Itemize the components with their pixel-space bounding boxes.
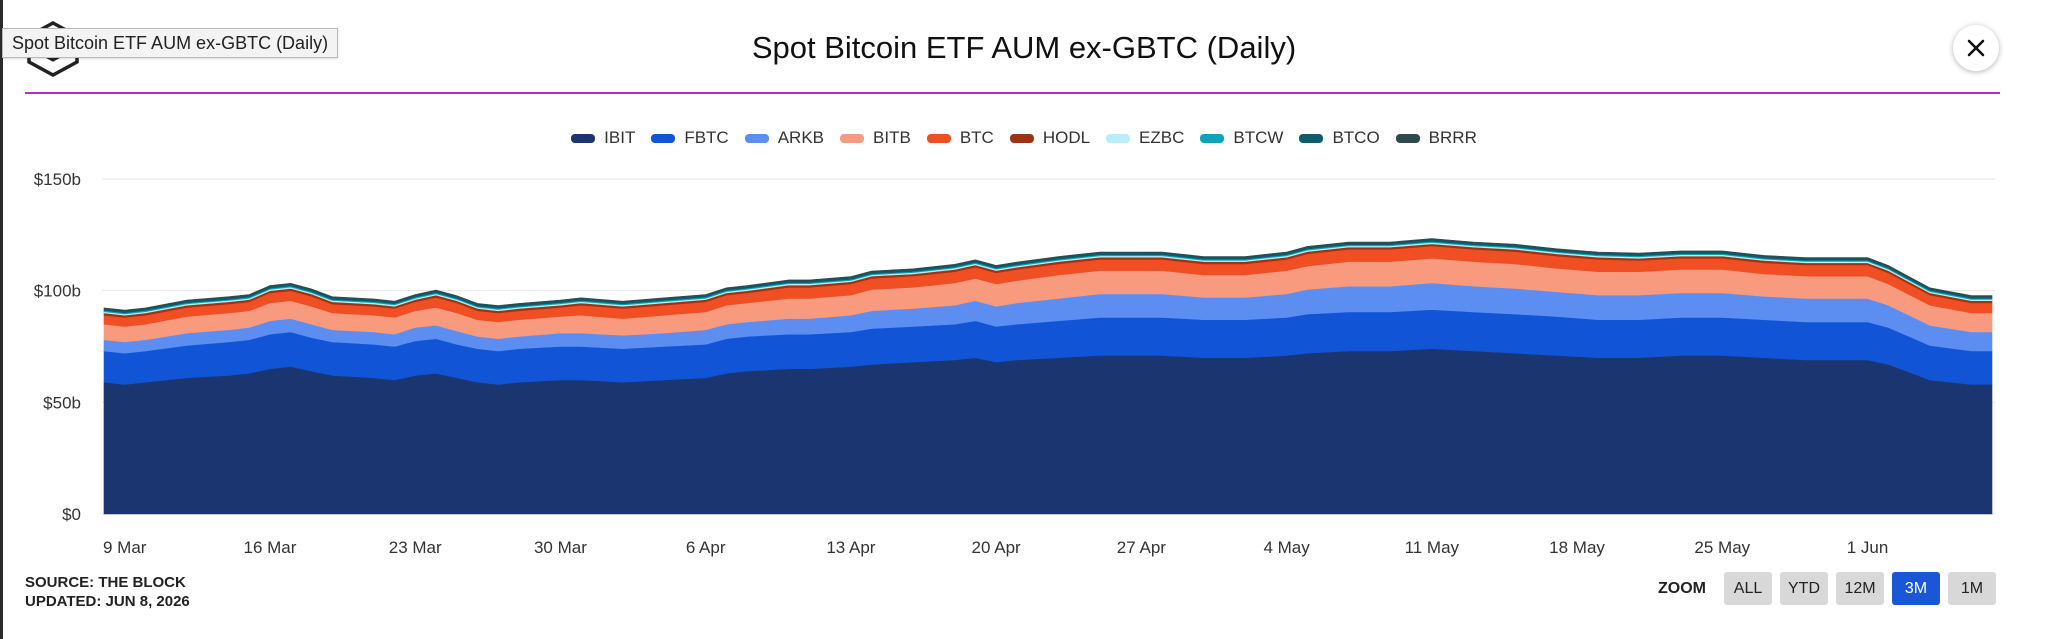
chart-legend: IBIT FBTC ARKB BITB BTC HODL EZBC BTCW BTCO BRRR — [0, 128, 2048, 148]
zoom-12m-button[interactable]: 12M — [1836, 572, 1884, 605]
legend-label: ARKB — [777, 128, 825, 147]
legend-label: BTCO — [1332, 128, 1380, 147]
x-tick-label: 16 Mar — [244, 538, 297, 557]
legend-swatch — [1200, 133, 1225, 143]
legend-swatch — [1395, 133, 1420, 143]
x-tick-label: 4 May — [1263, 538, 1310, 557]
legend-swatch — [1299, 133, 1324, 143]
legend-label: BITB — [873, 128, 911, 147]
chart-title: Spot Bitcoin ETF AUM ex-GBTC (Daily) — [751, 30, 1297, 65]
title-divider — [25, 92, 2000, 94]
zoom-all-button[interactable]: ALL — [1724, 572, 1772, 605]
legend-item-btco[interactable]: BTCO — [1299, 128, 1380, 148]
legend-swatch — [651, 133, 676, 143]
legend-swatch — [1106, 133, 1131, 143]
x-tick-label: 11 May — [1405, 538, 1460, 557]
legend-label: IBIT — [604, 128, 636, 147]
chart-footer: SOURCE: THE BLOCK UPDATED: JUN 8, 2026 — [25, 573, 190, 611]
x-tick-label: 6 Apr — [686, 538, 726, 557]
y-tick-label: $100b — [34, 282, 81, 301]
legend-swatch — [840, 133, 865, 143]
title-tooltip: Spot Bitcoin ETF AUM ex-GBTC (Daily) — [2, 28, 339, 58]
zoom-controls: ZOOM ALL YTD 12M 3M 1M — [1658, 572, 1996, 605]
legend-item-ibit[interactable]: IBIT — [571, 128, 635, 148]
zoom-3m-button[interactable]: 3M — [1892, 572, 1940, 605]
area-series-brrr — [103, 238, 1993, 312]
legend-label: BTC — [959, 128, 994, 147]
legend-label: EZBC — [1139, 128, 1185, 147]
x-tick-label: 9 Mar — [103, 538, 147, 557]
x-tick-label: 23 Mar — [389, 538, 442, 557]
legend-label: BRRR — [1428, 128, 1477, 147]
legend-label: HODL — [1042, 128, 1091, 147]
x-tick-label: 25 May — [1694, 538, 1750, 557]
x-tick-label: 30 Mar — [534, 538, 587, 557]
legend-item-btcw[interactable]: BTCW — [1200, 128, 1283, 148]
legend-swatch — [926, 133, 951, 143]
legend-item-ezbc[interactable]: EZBC — [1106, 128, 1184, 148]
legend-label: BTCW — [1233, 128, 1284, 147]
legend-swatch — [1009, 133, 1034, 143]
window-left-edge — [0, 0, 3, 639]
legend-label: FBTC — [684, 128, 729, 147]
x-tick-label: 20 Apr — [972, 538, 1021, 557]
legend-item-hodl[interactable]: HODL — [1009, 128, 1091, 148]
legend-item-brrr[interactable]: BRRR — [1395, 128, 1477, 148]
legend-item-bitb[interactable]: BITB — [840, 128, 911, 148]
zoom-1m-button[interactable]: 1M — [1948, 572, 1996, 605]
close-icon — [1967, 39, 1985, 57]
y-tick-label: $50b — [43, 393, 81, 412]
x-tick-label: 27 Apr — [1117, 538, 1166, 557]
legend-swatch — [744, 133, 769, 143]
x-tick-label: 1 Jun — [1847, 538, 1889, 557]
source-text: SOURCE: THE BLOCK — [25, 574, 186, 591]
updated-text: UPDATED: JUN 8, 2026 — [25, 593, 190, 610]
legend-swatch — [571, 133, 596, 143]
zoom-label: ZOOM — [1658, 579, 1706, 597]
x-tick-label: 13 Apr — [826, 538, 875, 557]
close-button[interactable] — [1953, 25, 1999, 71]
x-tick-label: 18 May — [1549, 538, 1605, 557]
y-tick-label: $150b — [34, 170, 81, 189]
zoom-ytd-button[interactable]: YTD — [1780, 572, 1828, 605]
legend-item-fbtc[interactable]: FBTC — [651, 128, 729, 148]
y-tick-label: $0 — [62, 505, 81, 524]
legend-item-btc[interactable]: BTC — [926, 128, 994, 148]
legend-item-arkb[interactable]: ARKB — [744, 128, 825, 148]
